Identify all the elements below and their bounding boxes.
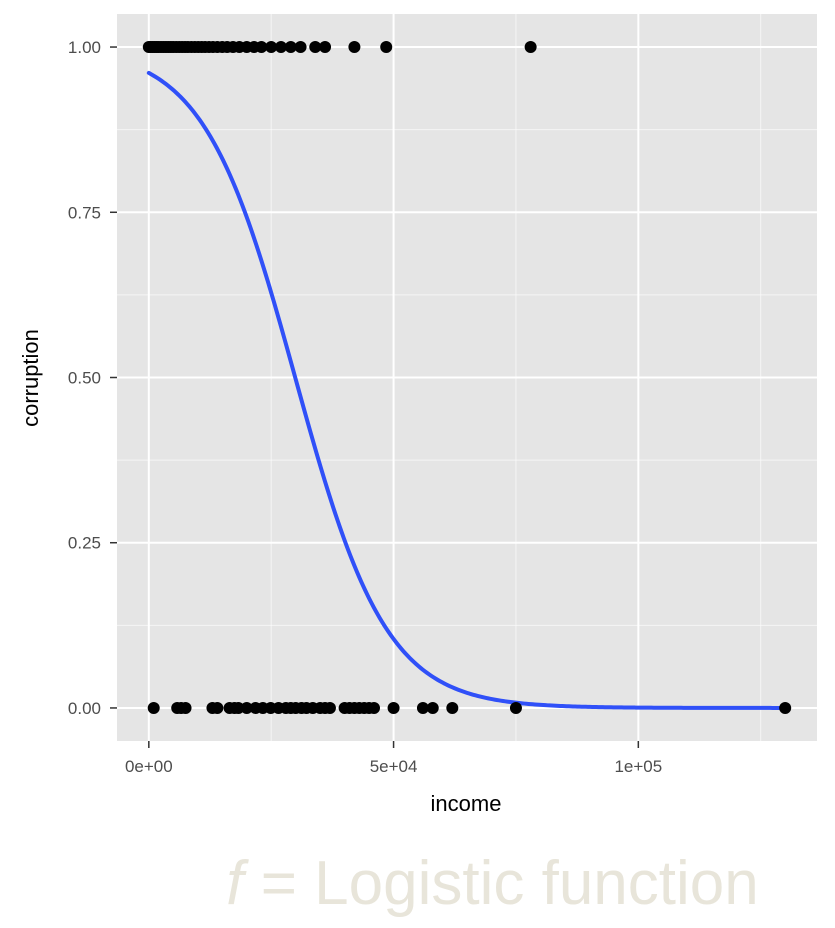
y-axis: 0.00 0.25 0.50 0.75 1.00 xyxy=(68,38,117,718)
data-point-corruption-0 xyxy=(323,701,336,714)
data-point-corruption-1 xyxy=(274,41,287,54)
data-point-corruption-1 xyxy=(524,41,537,54)
data-points-layer xyxy=(142,41,792,714)
x-tick-label: 1e+05 xyxy=(614,757,662,776)
data-point-corruption-0 xyxy=(779,701,792,714)
data-point-corruption-0 xyxy=(179,701,192,714)
y-tick-label: 0.25 xyxy=(68,534,101,553)
data-point-corruption-1 xyxy=(265,41,278,54)
y-tick-label: 1.00 xyxy=(68,38,101,57)
data-point-corruption-1 xyxy=(348,41,361,54)
y-tick-label: 0.75 xyxy=(68,203,101,222)
data-point-corruption-1 xyxy=(309,41,322,54)
data-point-corruption-1 xyxy=(284,41,297,54)
y-tick-label: 0.50 xyxy=(68,369,101,388)
caption: f = Logistic function xyxy=(0,848,835,919)
x-axis-title: income xyxy=(431,791,502,816)
data-point-corruption-1 xyxy=(294,41,307,54)
logistic-regression-chart: 0.00 0.25 0.50 0.75 1.00 0e+00 5e+04 1e+05 inc… xyxy=(18,14,817,816)
data-point-corruption-1 xyxy=(255,41,268,54)
data-point-corruption-0 xyxy=(211,701,224,714)
y-axis-title: corruption xyxy=(18,329,43,427)
caption-function-symbol: f xyxy=(226,849,244,918)
data-point-corruption-0 xyxy=(426,701,439,714)
data-point-corruption-0 xyxy=(147,701,160,714)
data-point-corruption-1 xyxy=(380,41,393,54)
x-tick-label: 5e+04 xyxy=(370,757,418,776)
logistic-fit-curve xyxy=(146,70,788,710)
fitted-curve-layer xyxy=(146,70,788,710)
data-point-corruption-0 xyxy=(446,701,459,714)
caption-text: = Logistic function xyxy=(243,849,759,918)
y-tick-label: 0.00 xyxy=(68,699,101,718)
data-point-corruption-0 xyxy=(509,701,522,714)
x-axis: 0e+00 5e+04 1e+05 xyxy=(125,741,662,776)
data-point-corruption-0 xyxy=(416,701,429,714)
x-tick-label: 0e+00 xyxy=(125,757,173,776)
data-point-corruption-0 xyxy=(367,701,380,714)
data-point-corruption-0 xyxy=(232,701,245,714)
data-point-corruption-0 xyxy=(387,701,400,714)
data-point-corruption-0 xyxy=(240,701,253,714)
data-point-corruption-1 xyxy=(319,41,332,54)
